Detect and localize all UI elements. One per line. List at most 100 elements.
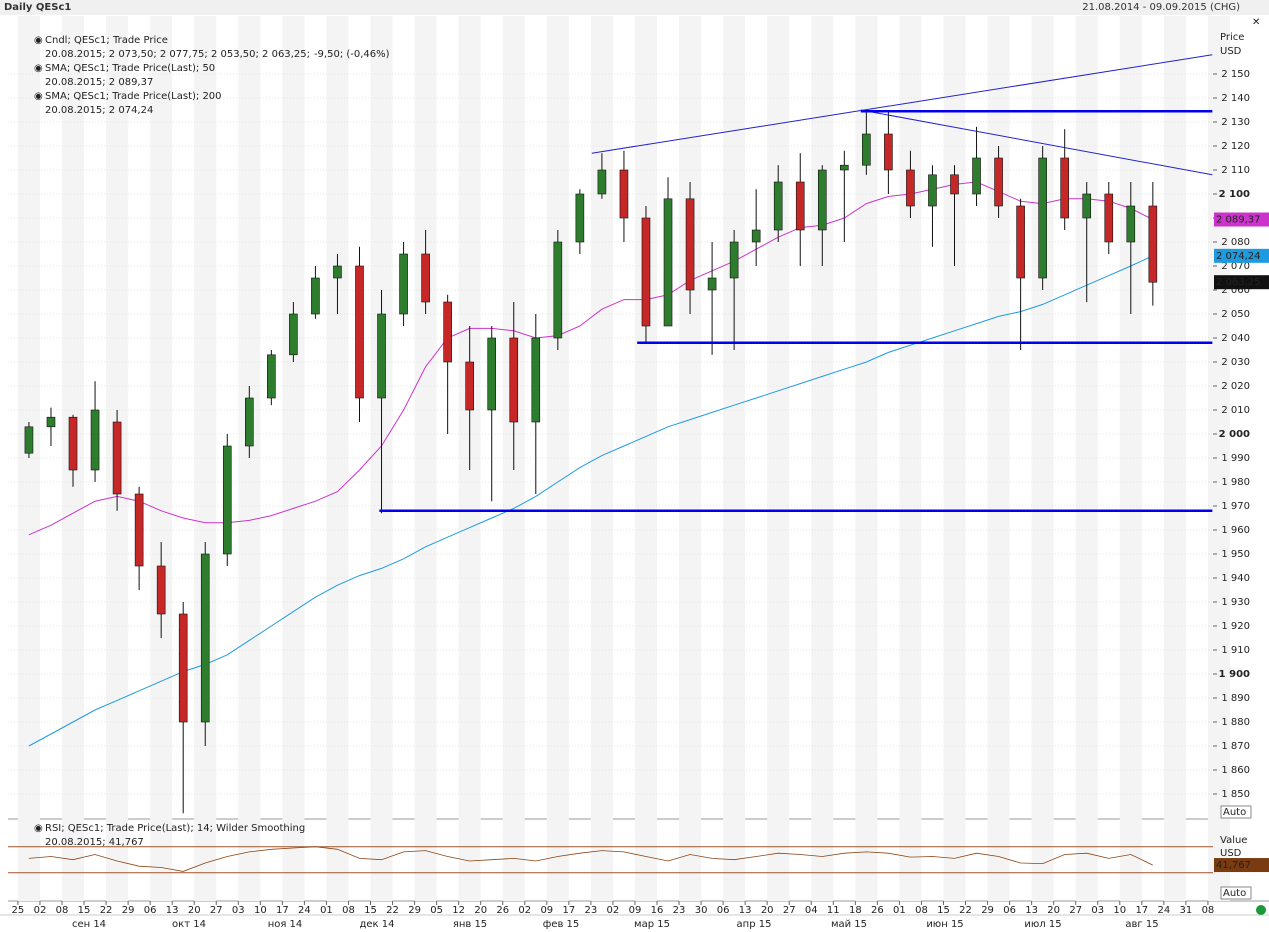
candle-body bbox=[289, 313, 298, 356]
y-tick-label: 2 070 bbox=[1221, 261, 1250, 272]
legend-values: 20.08.2015; 2 073,50; 2 077,75; 2 053,50… bbox=[45, 49, 310, 60]
y-tick-label: 2 100 bbox=[1219, 189, 1250, 200]
x-tick-label: 27 bbox=[210, 905, 223, 916]
y-tick-label: 1 900 bbox=[1219, 669, 1250, 680]
x-tick-label: 24 bbox=[298, 905, 311, 916]
week-band bbox=[679, 16, 702, 901]
close-button[interactable]: ✕ bbox=[1252, 17, 1260, 28]
candle-body bbox=[729, 241, 739, 279]
x-tick-label: 02 bbox=[607, 905, 620, 916]
x-tick-label: 23 bbox=[585, 905, 598, 916]
week-band bbox=[1207, 16, 1230, 901]
week-band bbox=[899, 16, 922, 901]
x-tick-label: 15 bbox=[364, 905, 377, 916]
x-tick-label: 17 bbox=[562, 905, 575, 916]
candle-body bbox=[1038, 157, 1047, 279]
y-tick-label: 1 960 bbox=[1221, 525, 1250, 536]
candle-body bbox=[46, 416, 56, 428]
month-label: июн 15 bbox=[926, 919, 963, 930]
candle-body bbox=[884, 133, 893, 171]
candle-body bbox=[333, 265, 342, 279]
trend-line bbox=[860, 109, 1213, 176]
y-tick-label: 1 980 bbox=[1221, 477, 1250, 488]
candle-body bbox=[421, 253, 430, 303]
month-label: май 15 bbox=[831, 919, 867, 930]
y-tick-label: 1 910 bbox=[1221, 645, 1250, 656]
legend-values: 20.08.2015; 2 074,24 bbox=[45, 105, 153, 116]
candle-body bbox=[619, 169, 629, 219]
axis-title: Value bbox=[1220, 835, 1247, 846]
close-tag: 2 063,25 bbox=[1216, 277, 1261, 288]
legend-values: 20.08.2015; 41,767 bbox=[45, 837, 144, 848]
candle-body bbox=[200, 553, 210, 723]
x-tick-label: 06 bbox=[144, 905, 157, 916]
candle-body bbox=[245, 397, 254, 447]
x-tick-label: 20 bbox=[188, 905, 201, 916]
x-tick-label: 29 bbox=[122, 905, 135, 916]
trend-line bbox=[591, 54, 1213, 154]
candle-body bbox=[575, 193, 585, 243]
week-band bbox=[238, 16, 261, 901]
status-indicator bbox=[1256, 905, 1266, 915]
month-label: дек 14 bbox=[359, 919, 394, 930]
candle-body bbox=[906, 169, 915, 207]
week-band bbox=[1031, 16, 1054, 901]
scale-button[interactable] bbox=[1220, 886, 1252, 900]
candle-body bbox=[840, 164, 849, 171]
x-tick-label: 03 bbox=[1091, 905, 1104, 916]
candle-body bbox=[443, 301, 452, 363]
legend-icon: ◉ bbox=[34, 823, 43, 834]
x-tick-label: 20 bbox=[474, 905, 487, 916]
y-tick-label: 2 020 bbox=[1221, 381, 1250, 392]
x-tick-label: 08 bbox=[342, 905, 355, 916]
y-tick-label: 1 930 bbox=[1221, 597, 1250, 608]
week-band bbox=[326, 16, 349, 901]
y-tick-label: 2 140 bbox=[1221, 93, 1250, 104]
x-tick-label: 27 bbox=[1069, 905, 1082, 916]
week-band bbox=[634, 16, 657, 901]
x-tick-label: 20 bbox=[1047, 905, 1060, 916]
week-band bbox=[811, 16, 834, 901]
candle-body bbox=[641, 217, 651, 327]
x-tick-label: 08 bbox=[56, 905, 69, 916]
legend-change: -9,50; (-0,46%) bbox=[314, 49, 390, 60]
x-tick-label: 22 bbox=[100, 905, 113, 916]
candle-body bbox=[178, 613, 188, 723]
x-tick-label: 15 bbox=[937, 905, 950, 916]
x-tick-label: 17 bbox=[276, 905, 289, 916]
candle-body bbox=[134, 493, 144, 567]
month-label: мар 15 bbox=[634, 919, 670, 930]
month-label: авг 15 bbox=[1125, 919, 1158, 930]
y-tick-label: 2 010 bbox=[1221, 405, 1250, 416]
month-label: ноя 14 bbox=[268, 919, 303, 930]
y-tick-label: 1 860 bbox=[1221, 765, 1250, 776]
x-tick-label: 20 bbox=[761, 905, 774, 916]
x-tick-label: 12 bbox=[452, 905, 465, 916]
y-tick-label: 1 940 bbox=[1221, 573, 1250, 584]
legend-icon: ◉ bbox=[34, 35, 43, 46]
candle-body bbox=[1126, 205, 1136, 243]
legend-entry: SMA; QESc1; Trade Price(Last); 200 bbox=[45, 91, 222, 102]
title-bar bbox=[0, 0, 1269, 15]
candle-body bbox=[1104, 193, 1114, 243]
x-tick-label: 01 bbox=[320, 905, 333, 916]
x-tick-label: 04 bbox=[805, 905, 818, 916]
price-tag-bg bbox=[1214, 248, 1269, 263]
candle-body bbox=[773, 181, 783, 231]
x-tick-label: 09 bbox=[540, 905, 553, 916]
value-tag: 41,767 bbox=[1216, 860, 1251, 871]
candle-body bbox=[751, 229, 761, 243]
axis-title: USD bbox=[1220, 46, 1242, 57]
candle-body bbox=[795, 181, 805, 231]
candle-body bbox=[509, 337, 519, 423]
x-tick-label: 27 bbox=[783, 905, 796, 916]
y-tick-label: 1 990 bbox=[1221, 453, 1250, 464]
candle-body bbox=[950, 174, 959, 195]
week-band bbox=[767, 16, 790, 901]
scale-button[interactable] bbox=[1220, 805, 1252, 819]
sma-line bbox=[28, 181, 1154, 536]
x-tick-label: 17 bbox=[1135, 905, 1148, 916]
y-tick-label: 2 060 bbox=[1221, 285, 1250, 296]
x-tick-label: 30 bbox=[695, 905, 708, 916]
